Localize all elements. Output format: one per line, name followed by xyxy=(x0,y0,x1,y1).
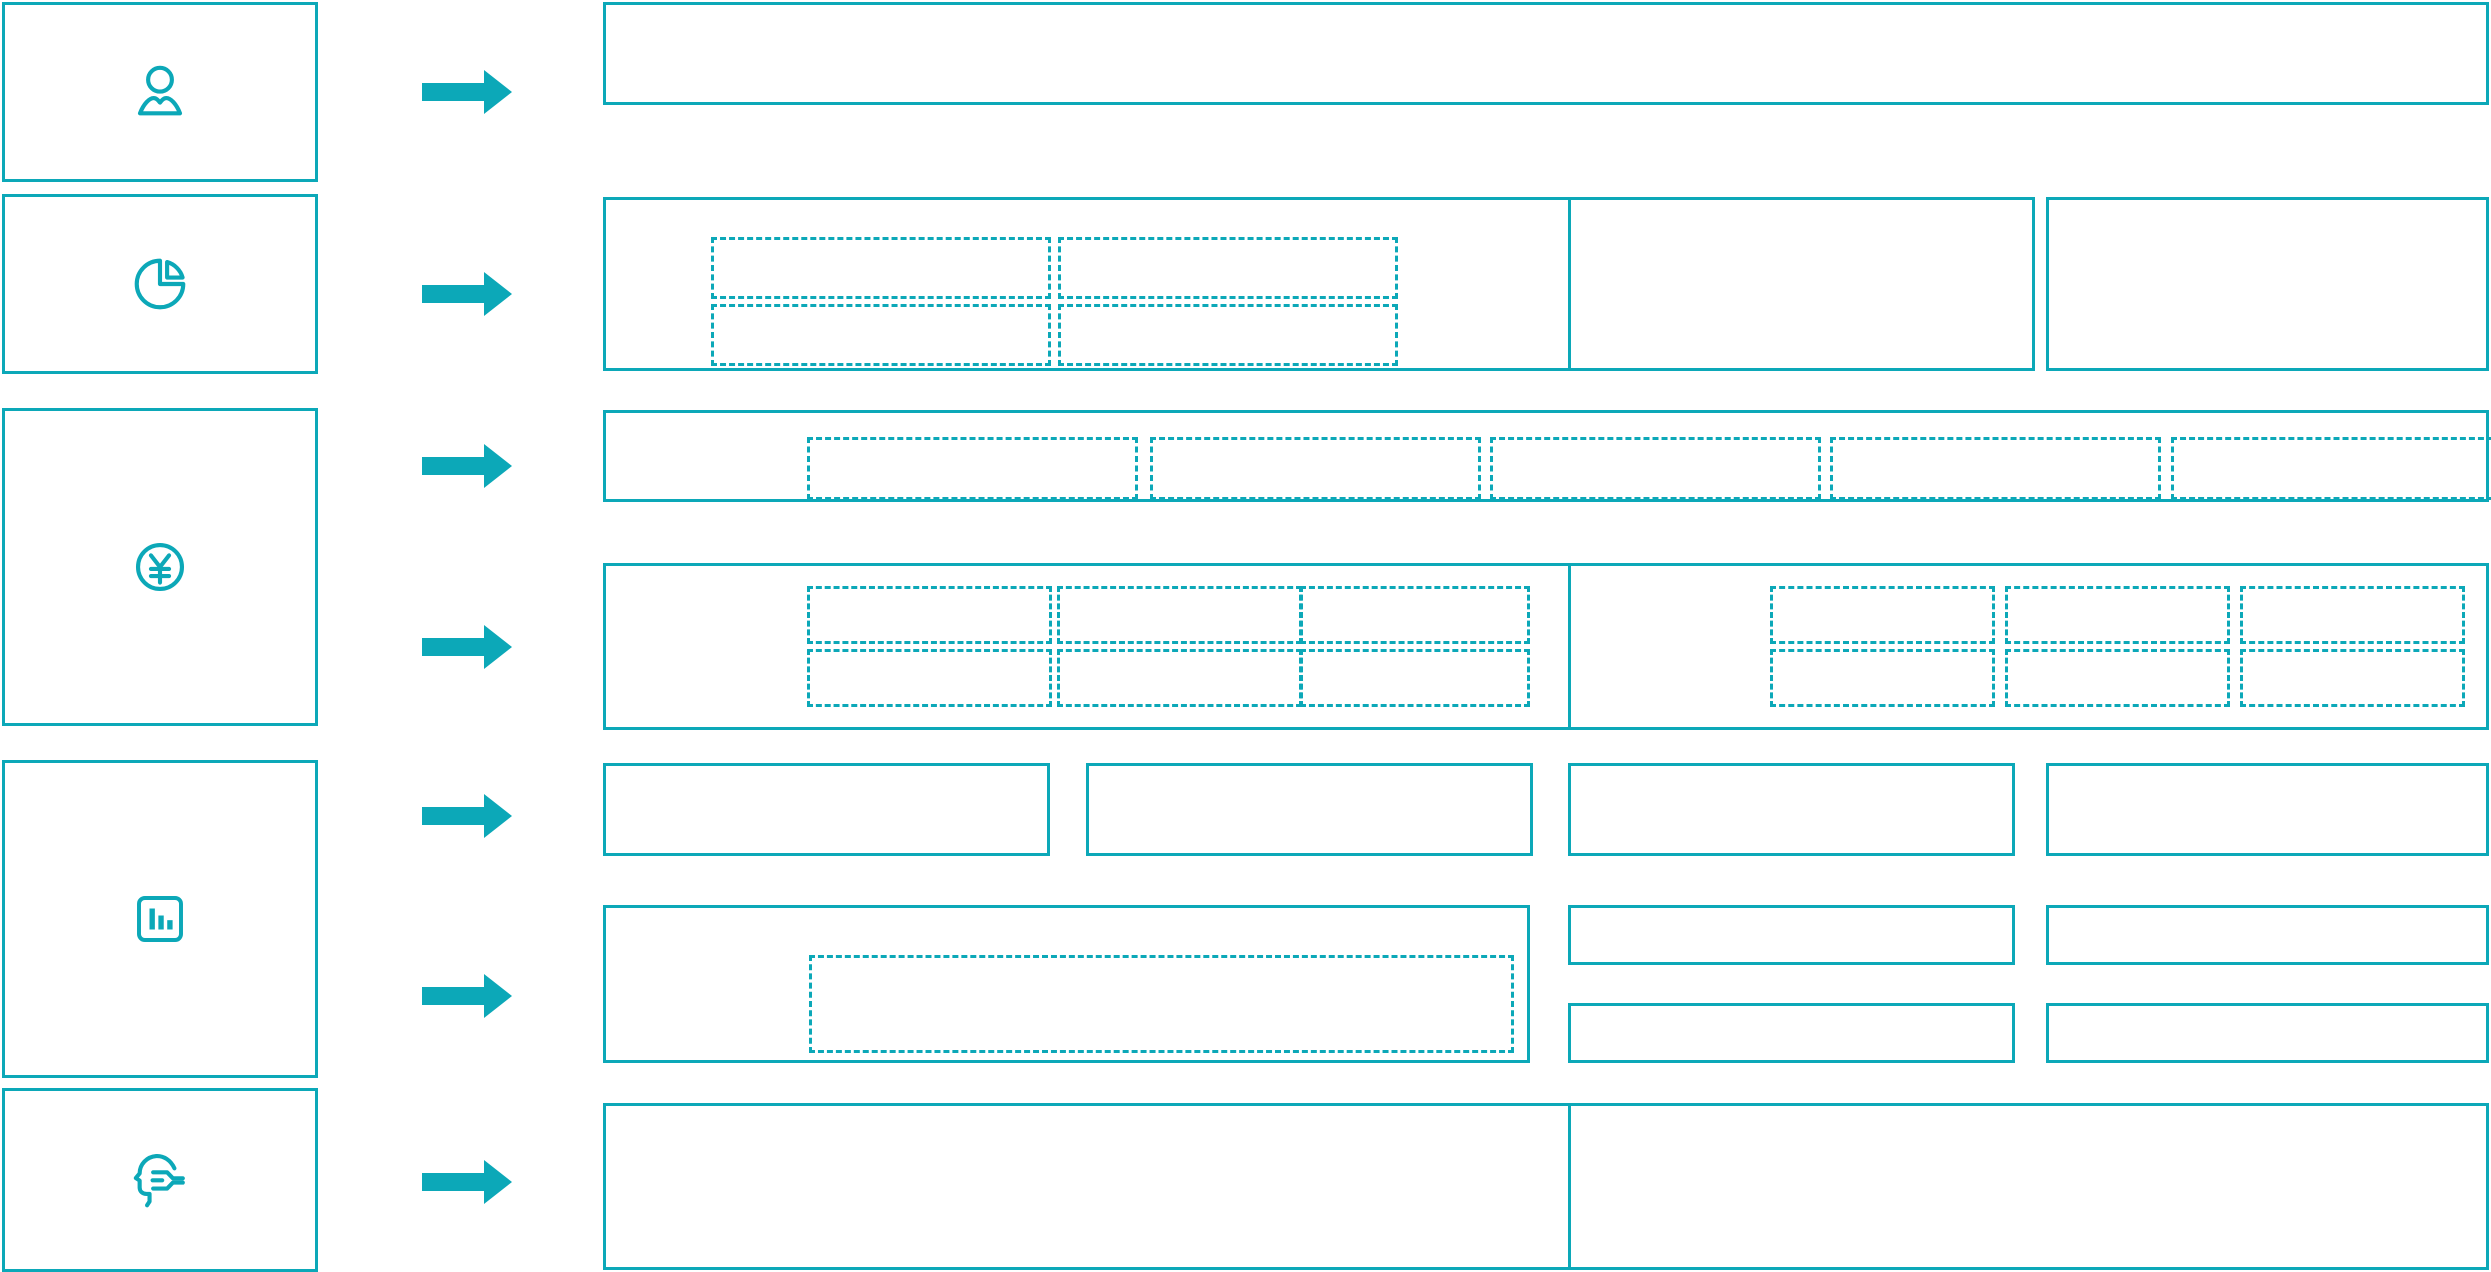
placeholder-slot[interactable] xyxy=(2005,586,2230,644)
flow-arrow-assistant xyxy=(422,1160,512,1204)
placeholder-slot[interactable] xyxy=(2171,437,2491,500)
placeholder-slot[interactable] xyxy=(1058,304,1398,366)
placeholder-slot[interactable] xyxy=(807,649,1052,707)
category-card-user[interactable] xyxy=(2,2,318,182)
panel-report-2[interactable] xyxy=(1086,763,1533,856)
panel-report-kpi-3[interactable] xyxy=(1568,1003,2015,1063)
placeholder-slot[interactable] xyxy=(1057,586,1302,644)
ai-head-icon xyxy=(127,1147,193,1213)
placeholder-slot-chart[interactable] xyxy=(809,955,1514,1053)
placeholder-slot[interactable] xyxy=(2240,586,2465,644)
placeholder-slot[interactable] xyxy=(1490,437,1821,500)
panel-profile-wide[interactable] xyxy=(603,2,2489,105)
flow-arrow-finance-strip xyxy=(422,444,512,488)
placeholder-slot[interactable] xyxy=(1770,649,1995,707)
flow-arrow-analytics xyxy=(422,272,512,316)
flow-arrow-report-cards xyxy=(422,794,512,838)
placeholder-slot[interactable] xyxy=(1300,649,1530,707)
placeholder-slot[interactable] xyxy=(1057,649,1302,707)
panel-overview-side-1[interactable] xyxy=(1568,197,2035,371)
placeholder-slot[interactable] xyxy=(2240,649,2465,707)
panel-overview-main[interactable] xyxy=(603,197,1571,371)
pie-chart-icon xyxy=(129,253,191,315)
panel-report-3[interactable] xyxy=(1568,763,2015,856)
user-icon xyxy=(129,61,191,123)
panel-report-kpi-4[interactable] xyxy=(2046,1003,2489,1063)
flow-arrow-finance-grid xyxy=(422,625,512,669)
placeholder-slot[interactable] xyxy=(1058,237,1398,299)
placeholder-slot[interactable] xyxy=(2005,649,2230,707)
currency-yen-icon xyxy=(129,536,191,598)
bar-chart-icon xyxy=(132,891,188,947)
category-card-finance[interactable] xyxy=(2,408,318,726)
panel-assistant-right[interactable] xyxy=(1568,1103,2489,1270)
category-card-report[interactable] xyxy=(2,760,318,1078)
placeholder-slot[interactable] xyxy=(1830,437,2161,500)
panel-report-kpi-1[interactable] xyxy=(1568,905,2015,965)
panel-assistant-left[interactable] xyxy=(603,1103,1571,1270)
placeholder-slot[interactable] xyxy=(807,586,1052,644)
panel-report-1[interactable] xyxy=(603,763,1050,856)
placeholder-slot[interactable] xyxy=(1770,586,1995,644)
category-card-assistant[interactable] xyxy=(2,1088,318,1272)
flow-arrow-report-detail xyxy=(422,974,512,1018)
panel-report-kpi-2[interactable] xyxy=(2046,905,2489,965)
panel-finance-right[interactable] xyxy=(1568,563,2489,730)
panel-report-chart[interactable] xyxy=(603,905,1530,1063)
panel-finance-left[interactable] xyxy=(603,563,1571,730)
placeholder-slot[interactable] xyxy=(1150,437,1481,500)
placeholder-slot[interactable] xyxy=(711,304,1051,366)
placeholder-slot[interactable] xyxy=(1300,586,1530,644)
placeholder-slot[interactable] xyxy=(807,437,1138,500)
panel-overview-side-2[interactable] xyxy=(2046,197,2489,371)
placeholder-slot[interactable] xyxy=(711,237,1051,299)
flow-arrow-user xyxy=(422,70,512,114)
panel-report-4[interactable] xyxy=(2046,763,2489,856)
category-card-analytics[interactable] xyxy=(2,194,318,374)
panel-finance-strip[interactable] xyxy=(603,410,2491,502)
